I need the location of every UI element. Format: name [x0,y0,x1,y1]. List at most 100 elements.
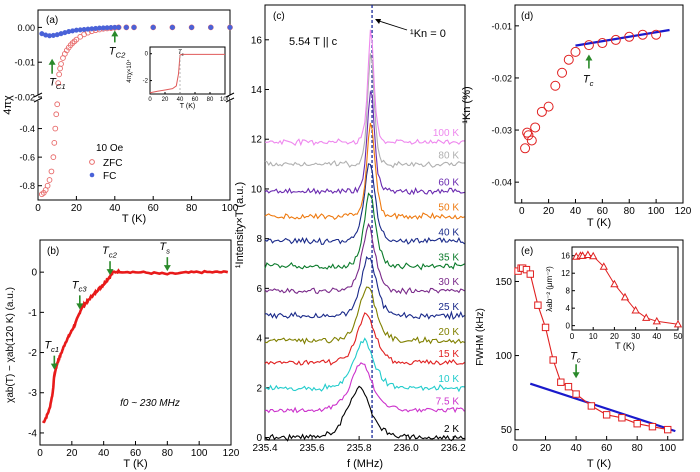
panel-c-xtick-label: 235.8 [347,443,372,454]
panel-a-upper-ytick-label: -0.02 [14,93,35,103]
zfc-point [50,154,57,160]
panel-a-ylabel: 4πχ [2,95,14,115]
axis-break-mark [33,97,43,103]
panel-a-xtick-label: 0 [35,203,41,214]
panel-b-xtick-label: 60 [130,448,142,459]
panel-b-note: f0 ~ 230 MHz [120,398,180,409]
panel-a-xtick-label: 80 [186,203,198,214]
spectrum-75K [264,362,465,414]
inset-e-ylabel: λab⁻² (μm⁻²) [545,266,554,312]
k-zero-label: ¹Kn = 0 [410,28,446,40]
inset-tc-label: Tc [178,50,185,57]
panel-c-ytick-label: 2 [256,383,262,394]
fc-point [116,24,122,30]
knight-shift-point [597,38,608,49]
panel-b-arrow-s-head [163,265,171,272]
inset-xtick-label: 100 [220,97,231,103]
inset-xlabel: T (K) [180,103,195,110]
spectrum-40K [264,163,465,245]
inset-e-xlabel: T (K) [615,341,635,351]
spectrum-label: 15 K [438,349,459,360]
panel-c-xtick-label: 235.4 [252,443,277,454]
panel-d-frame [514,4,684,204]
panel-c-ylabel: ¹Intensity×T (a.u.) [234,182,246,268]
spectrum-label: 7.5 K [436,396,460,407]
panel-e-tc-arrow-head [572,372,580,379]
panel-e-ytick-label: 150 [495,277,512,288]
panel-a-lower-ytick-label: -0.6 [19,153,35,163]
panel-e-xtick-label: 60 [601,443,613,454]
inset-e-point [642,313,651,321]
fc-point [208,24,214,30]
panel-c-field-label: 5.54 T || c [289,36,338,48]
inset-xtick-label: 40 [177,97,184,103]
panel-d-xtick-label: 80 [624,206,636,217]
panel-d-ylabel: ¹Kn (%) [461,86,473,123]
zfc-point [58,61,64,67]
panel-b-xtick-label: 0 [37,448,43,459]
panel-b-arrow-c3-head [76,303,84,310]
fwhm-point [541,323,550,332]
spectrum-30K [264,222,465,296]
panel-c-frame [264,4,466,441]
panel-b-xtick-label: 40 [98,448,110,459]
spectrum-20K [264,286,465,345]
panel-e-ytick-label: 100 [495,351,512,362]
fwhm-point [618,414,626,422]
spectrum-label: 60 K [438,178,459,189]
panel-c-ytick-label: 16 [251,35,263,46]
panel-b-ytick-label: 0 [31,268,37,279]
inset-e-ytick-label: 4 [566,304,571,313]
legend-zfc-marker [89,159,95,165]
axis-break-mark [225,92,235,98]
zfc-point [53,111,60,118]
zfc-point [56,71,62,78]
zfc-point [54,101,61,108]
zfc-point [55,80,62,86]
panel-e-ylabel: FWHM (kHz) [475,308,486,366]
axis-break-left-gap [35,95,41,101]
axis-break-mark [33,92,43,98]
panel-a-xtick-label: 40 [109,203,121,214]
axis-break-right-gap [227,95,233,101]
knight-shift-point [563,54,574,65]
panel-d-ytick-label: -0.03 [491,126,512,136]
panel-c-ytick-label: 4 [256,334,262,345]
panel-a-upper-ytick-label: -0.01 [14,58,35,68]
spectrum-label: 80 K [438,150,459,161]
zfc-point [44,182,51,189]
knight-shift-point [543,101,554,112]
fwhm-point [549,356,557,364]
panel-b-xlabel: T (K) [123,458,147,470]
panel-c-ytick-label: 8 [256,234,262,245]
knight-shift-point [523,130,534,141]
panel-c-xtick-label: 236.0 [394,443,419,454]
knight-shift-point [526,135,537,146]
knight-shift-point [651,29,662,40]
panel-d-xtick-label: 40 [570,206,582,217]
panel-e-xtick-label: 80 [632,443,644,454]
inset-xtick-label: 0 [148,97,152,103]
inset-e-point [578,251,587,259]
spectrum-60K [264,90,465,196]
zfc-point [57,65,63,72]
panel-b-label-c3: Tc3 [72,279,88,293]
panel-a-upper-ytick-label: 0.00 [17,23,35,33]
zfc-point [52,125,59,132]
knight-shift-point [637,29,648,40]
inset-e-xtick-label: 40 [652,332,661,341]
panel-a-label: (a) [46,15,58,26]
knight-shift-point [536,106,547,117]
zfc-point [48,168,55,175]
spectrum-100K [264,29,465,147]
panel-b-label-s: Ts [159,241,170,255]
tc2-arrow-head [111,30,119,37]
knight-shift-point [522,127,533,138]
spectrum-50K [264,122,465,221]
inset-xtick-label: 80 [207,97,214,103]
zfc-point [46,177,53,183]
knight-shift-point [520,143,531,154]
panel-a-xlabel: T (K) [122,213,146,225]
panel-a-xtick-label: 60 [148,203,160,214]
legend-fc-marker [89,172,95,178]
